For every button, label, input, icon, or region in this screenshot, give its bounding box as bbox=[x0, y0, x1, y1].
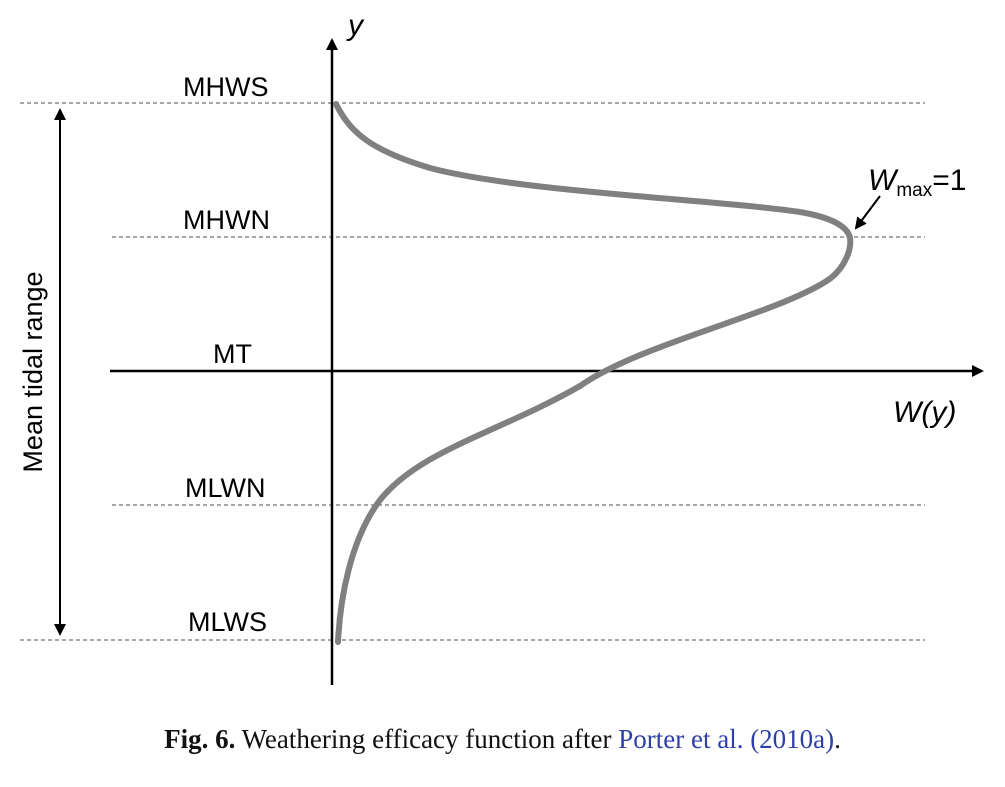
caption-label: Fig. 6. bbox=[164, 724, 236, 754]
level-label-mlws: MLWS bbox=[188, 607, 267, 637]
figure-caption: Fig. 6. Weathering efficacy function aft… bbox=[0, 724, 1005, 755]
wmax-value: =1 bbox=[932, 164, 966, 197]
caption-reference-link[interactable]: Porter et al. (2010a) bbox=[618, 724, 835, 754]
caption-text: Weathering efficacy function after bbox=[235, 724, 619, 754]
level-label-mhwn: MHWN bbox=[183, 205, 270, 235]
level-label-mhws: MHWS bbox=[183, 72, 268, 102]
level-label-mt: MT bbox=[213, 339, 252, 369]
caption-end: . bbox=[834, 724, 841, 754]
x-axis-label-arg: (y) bbox=[921, 396, 956, 429]
x-axis-label: W(y) bbox=[893, 396, 956, 429]
efficacy-curve bbox=[333, 101, 854, 645]
x-axis-label-var: W bbox=[893, 396, 924, 429]
wmax-pointer-arrow bbox=[854, 195, 881, 230]
tidal-range-label: Mean tidal range bbox=[18, 271, 48, 472]
wmax-symbol: W bbox=[868, 164, 899, 197]
level-label-mlwn: MLWN bbox=[185, 473, 266, 503]
wmax-subscript: max bbox=[896, 180, 932, 201]
wmax-label: Wmax=1 bbox=[868, 164, 966, 201]
y-axis-label: y bbox=[346, 9, 365, 42]
